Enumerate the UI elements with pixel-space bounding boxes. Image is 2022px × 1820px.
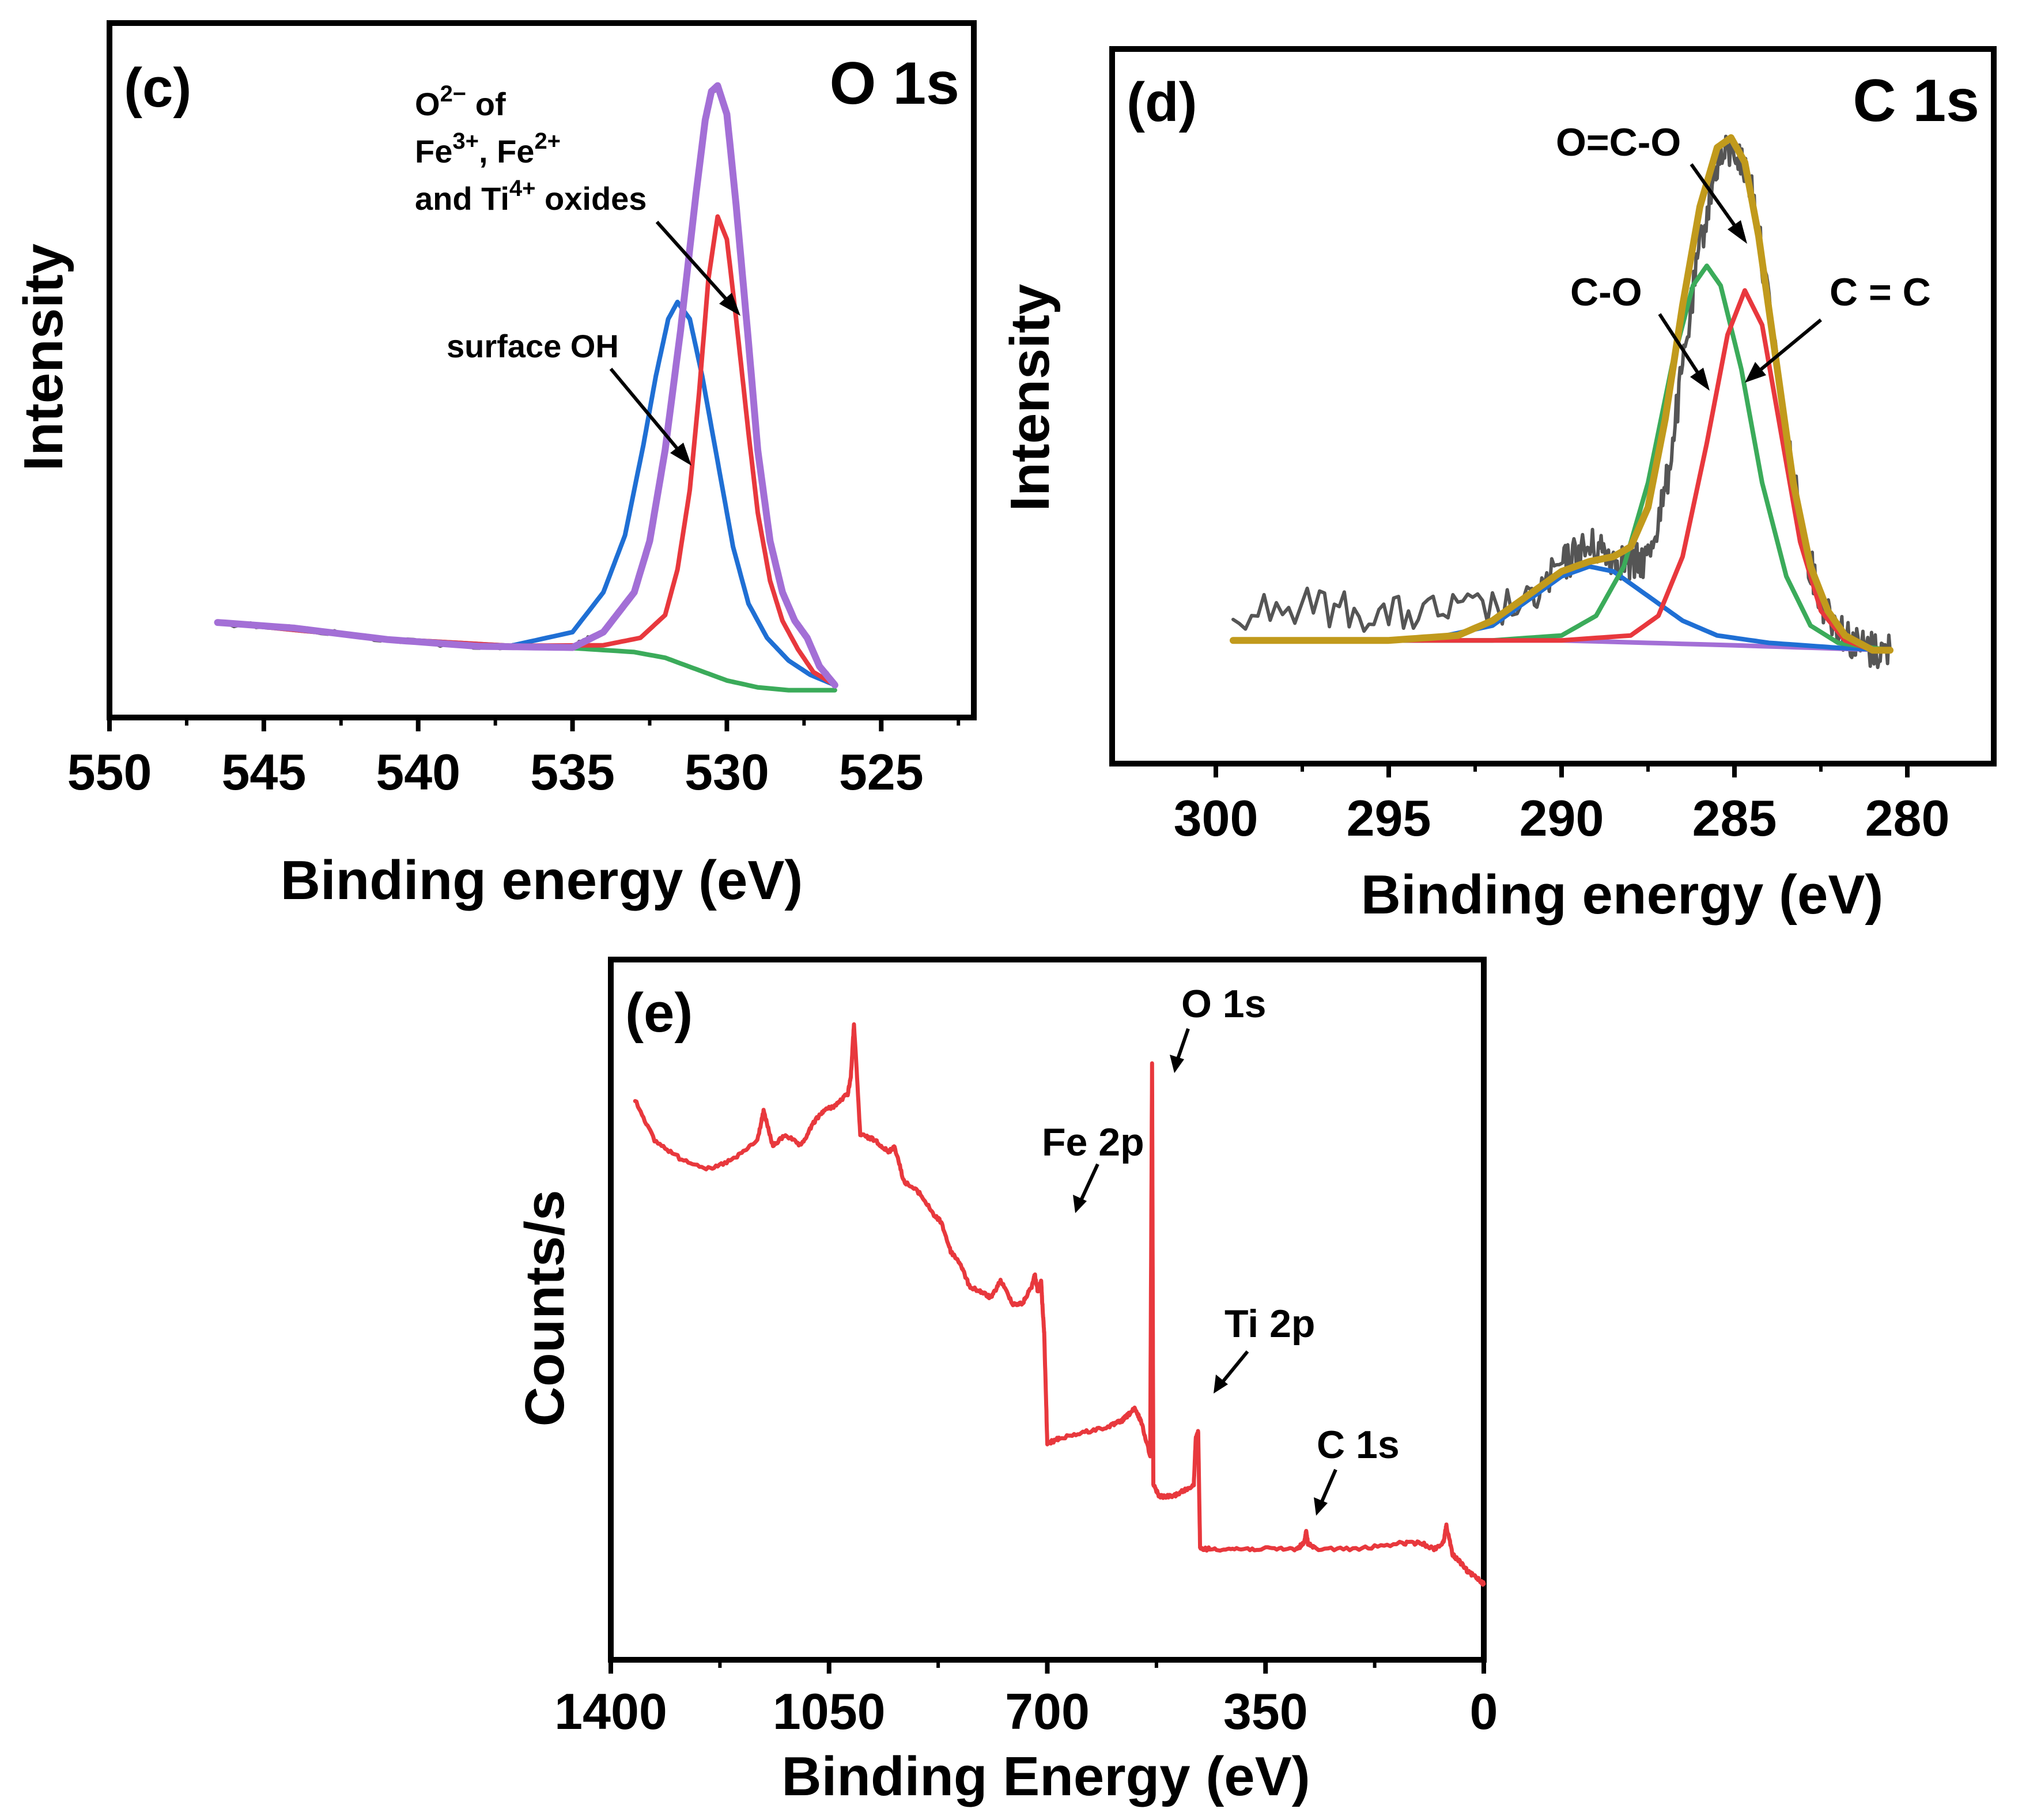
panel-c-annotation-surface-oh-arrow <box>609 368 691 466</box>
panel-c-x-tick-label: 530 <box>685 743 769 801</box>
panel-c-annotation-oxides-line3: and Ti4+ oxides <box>415 176 647 217</box>
panel-c-annotation-oxides-line2: Fe3+, Fe2+ <box>415 129 561 169</box>
panel-d-annotation-co: C-O <box>1570 270 1642 314</box>
panel-d-x-tick-label: 280 <box>1865 790 1950 847</box>
panel-c-x-ticks: 550 545 540 535 530 525 <box>67 718 961 801</box>
panel-d-annotation-ococ: O=C-O <box>1556 120 1681 164</box>
panel-e-label: (e) <box>625 982 693 1044</box>
panel-c-annotation-surface-oh: surface OH <box>447 328 619 364</box>
panel-d-x-tick-label: 295 <box>1347 790 1431 847</box>
panel-e-plot-frame <box>608 957 1487 1663</box>
panel-e-annotation-c1s-arrow <box>1314 1468 1337 1516</box>
panel-d-series-envelope <box>1230 134 1894 654</box>
panel-c-plot-frame <box>107 20 977 720</box>
panel-d-series-c-o <box>1231 263 1892 653</box>
panel-e-x-tick-label: 0 <box>1470 1683 1498 1740</box>
panel-d-series-c-c <box>1231 288 1892 653</box>
panel-e-x-tick-label: 700 <box>1005 1683 1090 1740</box>
panel-c-series-envelope <box>214 82 838 689</box>
panel-d-x-axis-title: Binding energy (eV) <box>1361 864 1884 926</box>
panel-d-annotation-cc-arrow <box>1745 318 1822 383</box>
panel-d-series-o-c-o <box>1231 564 1892 653</box>
panel-d-y-axis-title: Intensity <box>999 284 1061 512</box>
panel-e-series-survey <box>633 1022 1486 1587</box>
panel-e-x-axis-title: Binding Energy (eV) <box>781 1746 1310 1807</box>
panel-e-curves <box>633 1022 1486 1587</box>
panel-c-x-tick-label: 540 <box>376 743 460 801</box>
panel-d-label: (d) <box>1127 71 1197 133</box>
panel-c-series-o2-of-fe3-fe2-and-ti4-oxides <box>215 214 837 688</box>
panel-c-x-tick-label: 535 <box>530 743 615 801</box>
panel-d-x-tick-label: 300 <box>1174 790 1258 847</box>
panel-d-annotation-cc: C = C <box>1830 270 1931 314</box>
panel-e: 1400 1050 700 350 0 (e) Binding Energy (eV) … <box>514 957 1498 1807</box>
panel-d-plot-frame <box>1109 46 1997 766</box>
panel-d-annotation-co-arrow <box>1658 313 1710 391</box>
panel-e-annotation-o1s-arrow <box>1170 1028 1190 1073</box>
panel-d-annotation-ococ-arrow <box>1690 163 1747 244</box>
panel-e-annotation-fe2p: Fe 2p <box>1042 1120 1144 1164</box>
panel-c-annotation-oxides-line1: O2− of <box>415 81 506 122</box>
panel-c-y-axis-title: Intensity <box>13 244 74 471</box>
panel-e-x-tick-label: 350 <box>1223 1683 1308 1740</box>
panel-e-annotation-ti2p: Ti 2p <box>1224 1302 1315 1346</box>
panel-c-annotation-oxides-arrow <box>655 220 740 316</box>
panel-e-x-tick-label: 1050 <box>773 1683 886 1740</box>
panel-c-series-surface-oh <box>215 300 837 688</box>
panel-c-x-tick-label: 550 <box>67 743 152 801</box>
panel-c-label: (c) <box>124 57 191 119</box>
panel-d: 300 295 290 285 280 (d) C 1s Binding energy … <box>999 46 1997 926</box>
panel-e-annotation-c1s: C 1s <box>1317 1423 1400 1467</box>
panel-c-x-tick-label: 525 <box>839 743 924 801</box>
panel-c-title: O 1s <box>830 50 959 117</box>
panel-e-annotation-o1s: O 1s <box>1181 982 1266 1026</box>
panel-e-y-axis-title: Counts/s <box>514 1190 576 1427</box>
panel-e-annotation-ti2p-arrow <box>1214 1350 1249 1394</box>
panel-d-curves <box>1230 134 1894 669</box>
panel-c-x-tick-label: 545 <box>221 743 306 801</box>
panel-e-x-ticks: 1400 1050 700 350 0 <box>554 1660 1498 1740</box>
panel-c-x-axis-title: Binding energy (eV) <box>281 849 803 911</box>
panel-e-annotation-fe2p-arrow <box>1073 1163 1099 1213</box>
panel-d-x-ticks: 300 295 290 285 280 <box>1174 764 1950 847</box>
panel-d-title: C 1s <box>1853 67 1979 134</box>
panel-d-x-tick-label: 290 <box>1520 790 1604 847</box>
panel-c: 550 545 540 535 530 525 (c) O 1s Binding ener… <box>13 20 977 911</box>
panel-e-x-tick-label: 1400 <box>554 1683 667 1740</box>
panel-d-x-tick-label: 285 <box>1692 790 1777 847</box>
panel-c-curves <box>214 82 838 693</box>
